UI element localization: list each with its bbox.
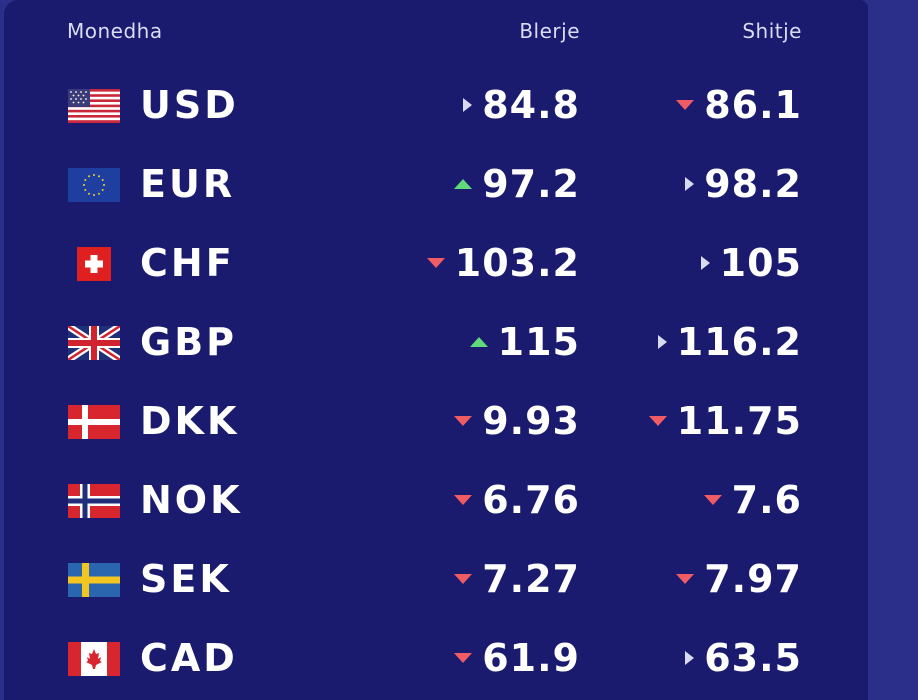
buy-rate: 6.76 bbox=[454, 478, 580, 522]
column-header-buy: Blerje bbox=[519, 19, 580, 43]
sell-rate-value: 86.1 bbox=[704, 83, 802, 127]
sell-rate-value: 105 bbox=[719, 241, 802, 285]
sell-rate: 7.6 bbox=[703, 478, 802, 522]
sell-rate: 63.5 bbox=[685, 636, 802, 680]
sell-rate-value: 7.6 bbox=[731, 478, 802, 522]
trend-flat-icon bbox=[685, 177, 695, 191]
no-flag-icon bbox=[68, 484, 120, 518]
sell-rate: 7.97 bbox=[676, 557, 802, 601]
table-header: Monedha Blerje Shitje bbox=[4, 0, 868, 60]
trend-down-icon bbox=[648, 416, 667, 426]
trend-down-icon bbox=[676, 574, 695, 584]
buy-rate-value: 97.2 bbox=[482, 162, 580, 206]
trend-up-icon bbox=[469, 337, 488, 347]
buy-rate-value: 84.8 bbox=[482, 83, 580, 127]
currency-row-dkk: DKK 9.93 11.75 bbox=[4, 381, 868, 460]
currency-code: NOK bbox=[140, 478, 243, 522]
trend-down-icon bbox=[676, 100, 695, 110]
currency-row-eur: EUR 97.2 98.2 bbox=[4, 144, 868, 223]
eu-flag-icon bbox=[68, 168, 120, 202]
currency-code: DKK bbox=[140, 399, 240, 443]
buy-rate: 84.8 bbox=[463, 83, 580, 127]
buy-rate-value: 61.9 bbox=[482, 636, 580, 680]
exchange-rates-panel: Monedha Blerje Shitje bbox=[4, 0, 868, 700]
buy-rate-value: 7.27 bbox=[482, 557, 580, 601]
se-flag-icon bbox=[68, 563, 120, 597]
buy-rate: 103.2 bbox=[426, 241, 580, 285]
sell-rate-value: 116.2 bbox=[676, 320, 802, 364]
trend-flat-icon bbox=[463, 98, 473, 112]
sell-rate: 98.2 bbox=[685, 162, 802, 206]
trend-down-icon bbox=[454, 495, 473, 505]
currency-row-usd: USD 84.8 86.1 bbox=[4, 65, 868, 144]
currency-code: GBP bbox=[140, 320, 238, 364]
currency-code: CAD bbox=[140, 636, 238, 680]
buy-rate: 115 bbox=[469, 320, 580, 364]
sell-rate: 116.2 bbox=[657, 320, 802, 364]
trend-down-icon bbox=[454, 653, 473, 663]
trend-flat-icon bbox=[657, 335, 667, 349]
sell-rate-value: 7.97 bbox=[704, 557, 802, 601]
sell-rate-value: 63.5 bbox=[704, 636, 802, 680]
buy-rate-value: 115 bbox=[497, 320, 580, 364]
buy-rate: 61.9 bbox=[454, 636, 580, 680]
trend-down-icon bbox=[703, 495, 722, 505]
sell-rate: 86.1 bbox=[676, 83, 802, 127]
trend-flat-icon bbox=[700, 256, 710, 270]
currency-row-chf: CHF 103.2 105 bbox=[4, 223, 868, 302]
trend-down-icon bbox=[454, 416, 473, 426]
us-flag-icon bbox=[68, 89, 120, 123]
buy-rate-value: 9.93 bbox=[482, 399, 580, 443]
sell-rate-value: 11.75 bbox=[676, 399, 802, 443]
column-header-sell: Shitje bbox=[742, 19, 802, 43]
ch-flag-icon bbox=[68, 247, 120, 281]
dk-flag-icon bbox=[68, 405, 120, 439]
trend-down-icon bbox=[454, 574, 473, 584]
currency-code: EUR bbox=[140, 162, 236, 206]
sell-rate: 11.75 bbox=[648, 399, 802, 443]
currency-row-cad: CAD 61.9 63.5 bbox=[4, 618, 868, 697]
buy-rate-value: 6.76 bbox=[482, 478, 580, 522]
sell-rate: 105 bbox=[700, 241, 802, 285]
currency-row-sek: SEK 7.27 7.97 bbox=[4, 539, 868, 618]
trend-up-icon bbox=[454, 179, 473, 189]
trend-flat-icon bbox=[685, 651, 695, 665]
currency-code: USD bbox=[140, 83, 239, 127]
column-header-currency: Monedha bbox=[67, 19, 163, 43]
gb-flag-icon bbox=[68, 326, 120, 360]
buy-rate: 97.2 bbox=[454, 162, 580, 206]
buy-rate: 7.27 bbox=[454, 557, 580, 601]
buy-rate-value: 103.2 bbox=[454, 241, 580, 285]
ca-flag-icon bbox=[68, 642, 120, 676]
buy-rate: 9.93 bbox=[454, 399, 580, 443]
currency-code: SEK bbox=[140, 557, 232, 601]
currency-row-gbp: GBP 115 116.2 bbox=[4, 302, 868, 381]
currency-code: CHF bbox=[140, 241, 235, 285]
sell-rate-value: 98.2 bbox=[704, 162, 802, 206]
currency-row-nok: NOK 6.76 7.6 bbox=[4, 460, 868, 539]
trend-down-icon bbox=[426, 258, 445, 268]
